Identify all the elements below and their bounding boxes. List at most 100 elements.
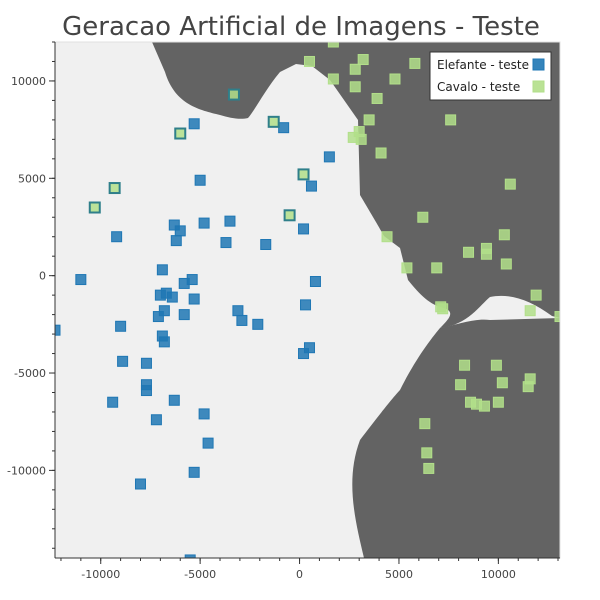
data-point (492, 396, 504, 408)
data-point (75, 274, 87, 286)
data-point (445, 114, 457, 126)
data-point (463, 246, 475, 258)
data-point (198, 408, 210, 420)
data-point (305, 180, 317, 192)
data-point (107, 396, 119, 408)
dark-region-top (152, 42, 296, 119)
data-point (140, 385, 152, 397)
data-point (423, 462, 435, 474)
data-point (522, 381, 534, 393)
data-point (186, 274, 198, 286)
data-point (88, 201, 101, 214)
data-point (298, 223, 310, 235)
y-tick-label: -10000 (7, 464, 46, 477)
data-point (409, 57, 421, 69)
data-point (371, 92, 383, 104)
data-point (178, 309, 190, 321)
data-point (437, 303, 449, 315)
data-point (357, 54, 369, 66)
data-point (349, 63, 361, 75)
data-point (496, 377, 508, 389)
data-point (389, 73, 401, 85)
data-point (168, 394, 180, 406)
data-point (455, 379, 467, 391)
data-point (504, 178, 516, 190)
data-point (363, 114, 375, 126)
x-tick-label: -10000 (81, 568, 120, 581)
legend-box (429, 51, 552, 101)
dark-region-lower-right (352, 318, 560, 558)
data-point (375, 147, 387, 159)
x-tick-label: 5000 (385, 568, 413, 581)
data-point (220, 237, 232, 249)
legend-swatch-cavalo (532, 80, 545, 93)
data-point (419, 418, 431, 430)
data-point (530, 289, 542, 301)
data-point (170, 235, 182, 247)
y-tick-label: 10000 (11, 75, 46, 88)
data-point (524, 305, 536, 317)
data-point (478, 400, 490, 412)
legend-swatch-elefante (532, 58, 545, 71)
data-point (417, 211, 429, 223)
data-point (198, 217, 210, 229)
data-point (166, 291, 178, 303)
data-point (174, 225, 186, 237)
data-point (115, 320, 127, 332)
data-point (300, 299, 312, 311)
y-tick-label: 0 (39, 270, 46, 283)
data-point (188, 118, 200, 130)
legend: Elefante - teste Cavalo - teste (429, 51, 552, 101)
data-point (152, 311, 164, 323)
x-tick-label: 0 (296, 568, 303, 581)
data-point (554, 311, 560, 323)
data-point (349, 81, 361, 93)
x-tick-label: 10000 (481, 568, 516, 581)
data-point (431, 262, 443, 274)
data-point (421, 447, 433, 459)
data-point (117, 355, 129, 367)
data-point (156, 264, 168, 276)
x-tick-label: -5000 (184, 568, 216, 581)
data-point (168, 219, 180, 231)
data-point (134, 478, 146, 490)
data-point (323, 151, 335, 163)
data-point (108, 182, 121, 195)
data-point (174, 127, 187, 140)
data-point (140, 357, 152, 369)
data-point (260, 239, 272, 251)
data-point (303, 55, 315, 67)
data-point (236, 314, 248, 326)
data-point (194, 174, 206, 186)
plot-background (55, 42, 560, 558)
legend-label-cavalo: Cavalo - teste (437, 80, 520, 94)
data-point (298, 348, 310, 360)
data-point (401, 262, 413, 274)
data-point (459, 359, 471, 371)
data-point (490, 359, 502, 371)
data-point (327, 42, 339, 48)
data-point (347, 131, 359, 143)
data-point (150, 414, 162, 426)
data-point (184, 554, 196, 558)
data-point (498, 229, 510, 241)
data-point (202, 437, 214, 449)
data-point (188, 466, 200, 478)
data-point (297, 168, 310, 181)
data-point (55, 324, 61, 336)
data-point (158, 305, 170, 317)
data-point (224, 215, 236, 227)
legend-label-elefante: Elefante - teste (437, 58, 529, 72)
data-point (158, 336, 170, 348)
data-point (252, 318, 264, 330)
chart-title: Geracao Artificial de Imagens - Teste (62, 12, 540, 42)
data-point (283, 209, 296, 222)
data-point (227, 88, 240, 101)
axes-layer: -10000 -5000 0 5000 10000 -10000 -5000 0 5000 100… (7, 41, 560, 581)
data-point (188, 293, 200, 305)
data-point (500, 258, 512, 270)
points-layer (55, 42, 560, 558)
data-point (381, 231, 393, 243)
data-point (267, 115, 280, 128)
